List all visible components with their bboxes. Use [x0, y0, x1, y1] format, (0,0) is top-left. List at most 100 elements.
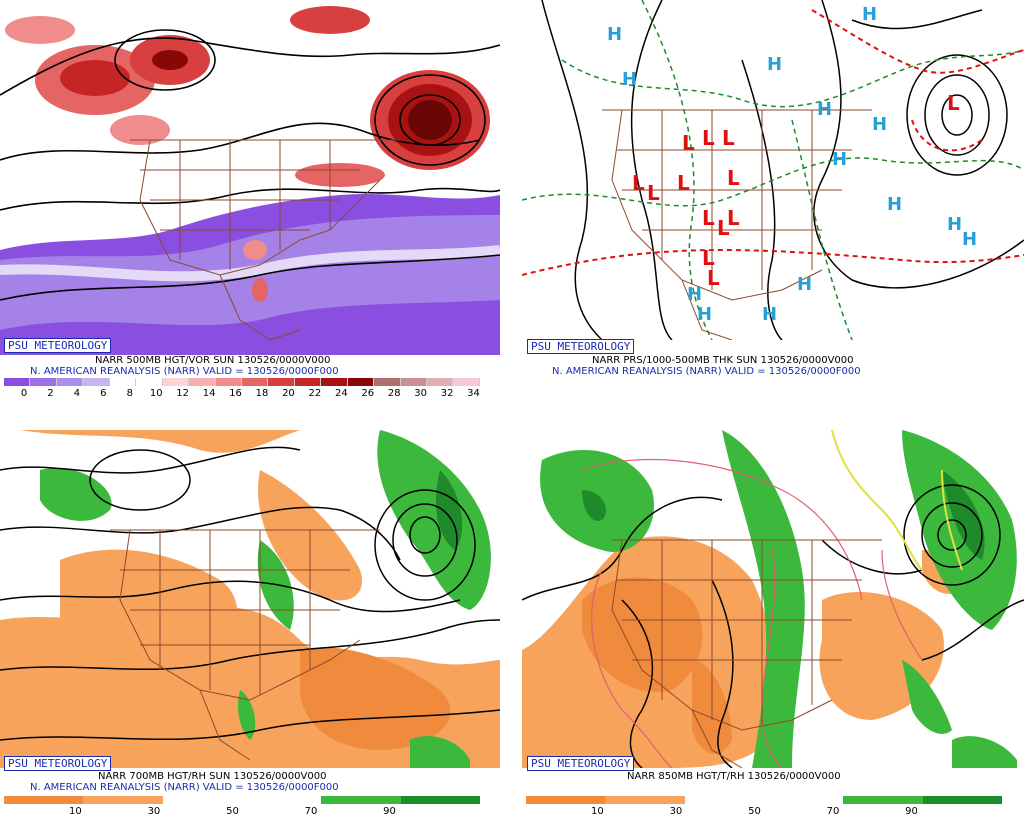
source-badge: PSU METEOROLOGY [527, 756, 635, 771]
high-pressure-symbol: H [762, 304, 777, 325]
colorbar-swatch [374, 378, 401, 386]
colorbar-swatch [4, 796, 84, 804]
low-pressure-symbol: L [702, 126, 715, 150]
colorbar-swatch [215, 378, 242, 386]
rh-colorbar [4, 796, 480, 804]
low-pressure-symbol: L [727, 166, 740, 190]
high-pressure-symbol: H [687, 284, 702, 305]
colorbar-tick-label: 10 [69, 806, 82, 817]
colorbar-swatch [83, 378, 110, 386]
high-pressure-symbol: H [862, 4, 877, 25]
high-pressure-symbol: H [622, 69, 637, 90]
low-pressure-symbol: L [947, 91, 960, 115]
panel-500mb-vorticity: PSU METEOROLOGY NARR 500MB HGT/VOR SUN 1… [0, 0, 500, 400]
colorbar-tick-label: 90 [383, 806, 396, 817]
panel-title: NARR 850MB HGT/T/RH 130526/0000V000 [627, 771, 841, 782]
colorbar-swatch [241, 796, 322, 804]
colorbar-tick-label: 16 [229, 388, 242, 399]
colorbar-tick-label: 70 [826, 806, 840, 817]
colorbar-tick-label: 12 [176, 388, 190, 399]
colorbar-swatch [109, 378, 137, 386]
colorbar-swatch [294, 378, 322, 386]
panel-subtitle: N. AMERICAN REANALYSIS (NARR) VALID = 13… [30, 366, 339, 377]
colorbar-swatch [684, 796, 764, 804]
map-700mb [0, 430, 500, 768]
low-pressure-symbol: L [682, 131, 695, 155]
high-pressure-symbol: H [887, 194, 902, 215]
map-850mb [522, 430, 1024, 768]
colorbar-tick-label: 70 [304, 806, 318, 817]
colorbar-swatch [453, 378, 480, 386]
high-pressure-symbol: H [872, 114, 887, 135]
colorbar-tick-label: 50 [748, 806, 761, 817]
low-pressure-symbol: L [632, 171, 645, 195]
colorbar-swatch [136, 378, 163, 386]
low-pressure-symbol: L [717, 216, 730, 240]
rh-colorbar [526, 796, 1002, 804]
panel-title: NARR 500MB HGT/VOR SUN 130526/0000V000 [95, 355, 331, 366]
colorbar-swatch [605, 796, 685, 804]
high-pressure-symbol: H [947, 214, 962, 235]
colorbar-swatch [162, 378, 190, 386]
panel-title: NARR PRS/1000-500MB THK SUN 130526/0000V… [592, 355, 854, 366]
colorbar-swatch [763, 796, 844, 804]
panel-850mb-temp-rh: PSU METEOROLOGY NARR 850MB HGT/T/RH 1305… [522, 430, 1024, 819]
colorbar-swatch [321, 378, 348, 386]
colorbar-tick-label: 28 [387, 388, 401, 399]
colorbar-tick-label: 90 [905, 806, 918, 817]
colorbar-tick-label: 20 [282, 388, 295, 399]
high-pressure-symbol: H [962, 229, 977, 250]
map-500mb [0, 0, 500, 355]
colorbar-swatch [922, 796, 1002, 804]
colorbar-tick-label: 8 [126, 388, 133, 399]
rh-colorbar-ticks: 10 30 50 70 90 [4, 806, 480, 818]
colorbar-swatch [162, 796, 242, 804]
colorbar-swatch [241, 378, 269, 386]
colorbar-swatch [400, 378, 427, 386]
colorbar-swatch [843, 796, 923, 804]
colorbar-tick-label: 18 [255, 388, 269, 399]
vorticity-colorbar [4, 378, 480, 386]
low-pressure-symbol: L [677, 171, 690, 195]
panel-subtitle: N. AMERICAN REANALYSIS (NARR) VALID = 13… [552, 366, 861, 377]
panel-subtitle: N. AMERICAN REANALYSIS (NARR) VALID = 13… [30, 782, 339, 793]
low-pressure-symbol: L [727, 206, 740, 230]
source-badge: PSU METEOROLOGY [4, 338, 112, 353]
colorbar-swatch [30, 378, 57, 386]
vorticity-colorbar-ticks: 0 2 4 6 8 10 12 14 16 18 20 22 24 26 28 30 32 34 [4, 388, 480, 400]
colorbar-swatch [189, 378, 216, 386]
colorbar-tick-label: 30 [669, 806, 683, 817]
low-pressure-symbol: L [702, 206, 715, 230]
colorbar-swatch [56, 378, 84, 386]
colorbar-tick-label: 26 [361, 388, 375, 399]
colorbar-tick-label: 2 [47, 388, 54, 399]
low-pressure-symbol: L [647, 181, 660, 205]
colorbar-swatch [321, 796, 401, 804]
rh-colorbar-ticks: 10 30 50 70 90 [526, 806, 1002, 818]
colorbar-tick-label: 0 [20, 388, 28, 399]
colorbar-swatch [347, 378, 375, 386]
colorbar-tick-label: 10 [149, 388, 163, 399]
high-pressure-symbol: H [832, 149, 847, 170]
high-pressure-symbol: H [607, 24, 622, 45]
colorbar-swatch [427, 378, 454, 386]
low-pressure-symbol: L [702, 246, 715, 270]
colorbar-tick-label: 30 [147, 806, 161, 817]
colorbar-swatch [400, 796, 480, 804]
colorbar-tick-label: 24 [334, 388, 348, 399]
source-badge: PSU METEOROLOGY [527, 339, 635, 354]
panel-title: NARR 700MB HGT/RH SUN 130526/0000V000 [98, 771, 327, 782]
low-pressure-symbol: L [722, 126, 735, 150]
colorbar-tick-label: 4 [73, 388, 81, 399]
colorbar-tick-label: 30 [414, 388, 428, 399]
low-pressure-symbol: L [707, 266, 720, 290]
colorbar-tick-label: 14 [202, 388, 216, 399]
colorbar-tick-label: 6 [100, 388, 107, 399]
colorbar-tick-label: 50 [226, 806, 239, 817]
colorbar-swatch [526, 796, 606, 804]
colorbar-tick-label: 32 [440, 388, 454, 399]
